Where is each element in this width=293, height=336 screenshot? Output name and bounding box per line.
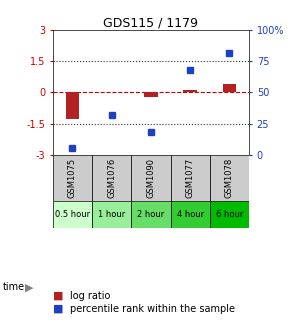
Text: log ratio: log ratio	[70, 291, 111, 301]
Bar	[210, 155, 249, 201]
Text: 4 hour: 4 hour	[176, 210, 204, 219]
Bar	[210, 201, 249, 228]
Text: GSM1075: GSM1075	[68, 158, 77, 198]
Text: percentile rank within the sample: percentile rank within the sample	[70, 304, 235, 314]
Bar	[131, 155, 171, 201]
Text: GSM1090: GSM1090	[146, 158, 155, 198]
Text: 0.5 hour: 0.5 hour	[55, 210, 90, 219]
Text: time: time	[3, 282, 25, 292]
Text: 2 hour: 2 hour	[137, 210, 165, 219]
Text: 6 hour: 6 hour	[216, 210, 243, 219]
Bar	[92, 155, 131, 201]
Bar	[223, 84, 236, 92]
Bar	[53, 201, 92, 228]
Text: 1 hour: 1 hour	[98, 210, 125, 219]
Text: GSM1077: GSM1077	[186, 158, 195, 198]
Bar	[183, 90, 197, 92]
Bar	[171, 201, 210, 228]
Bar	[92, 201, 131, 228]
Text: ▶: ▶	[25, 282, 33, 292]
Text: ■: ■	[53, 291, 63, 301]
Bar	[131, 201, 171, 228]
Text: ■: ■	[53, 304, 63, 314]
Text: GSM1076: GSM1076	[107, 158, 116, 198]
Title: GDS115 / 1179: GDS115 / 1179	[103, 16, 198, 29]
Bar	[53, 155, 92, 201]
Bar	[144, 92, 158, 96]
Bar	[66, 92, 79, 119]
Text: GSM1078: GSM1078	[225, 158, 234, 198]
Bar	[171, 155, 210, 201]
